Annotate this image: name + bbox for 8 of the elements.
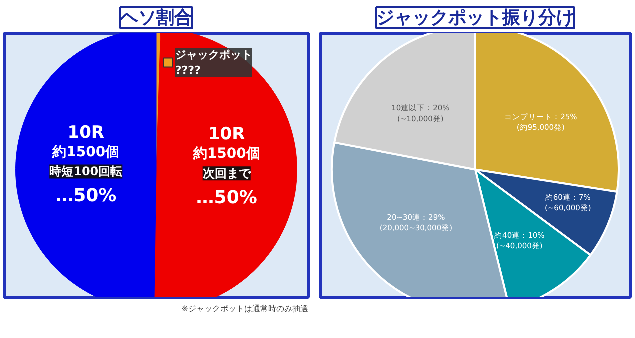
legend-label: ジャックポット ???? [175,48,252,78]
data-label: 次回まで …50% [196,166,258,208]
chart-title: ヘソ割合 [120,8,192,28]
text: ※ジャックポットは通常時のみ抽選 [182,304,308,314]
slice-label: 10R 約1500個 [192,124,260,162]
data-label: 時短100回転 …50% [50,164,123,207]
slice-label: 10R 約1500個 [52,122,120,160]
chart-title: ジャックポット振り分け [376,8,574,28]
